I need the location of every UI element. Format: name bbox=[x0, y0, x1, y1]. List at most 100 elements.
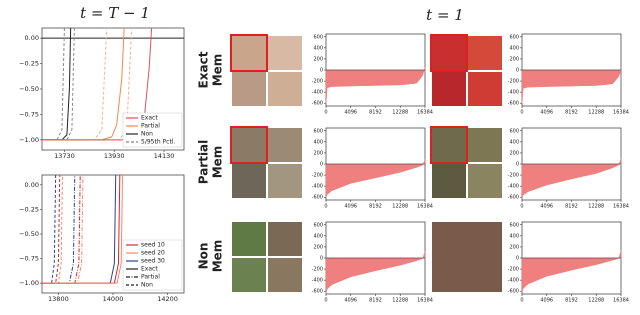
y-tick-label: -200 bbox=[508, 267, 519, 273]
image-tile bbox=[232, 222, 266, 256]
legend-box bbox=[122, 239, 183, 291]
x-tick-label: 12288 bbox=[392, 110, 408, 116]
image-tile bbox=[268, 72, 302, 106]
y-tick-label: 400 bbox=[313, 139, 323, 145]
y-tick-label: -400 bbox=[312, 184, 323, 190]
x-tick-label: 0 bbox=[520, 298, 523, 304]
image-tile bbox=[232, 258, 266, 292]
highlight-border bbox=[230, 126, 268, 164]
y-tick-label: 0 bbox=[320, 256, 323, 262]
y-tick-label: 600 bbox=[509, 128, 519, 134]
y-tick-label: −1.00 bbox=[19, 136, 39, 144]
highlight-border bbox=[430, 126, 468, 164]
x-tick-label: 13730 bbox=[54, 152, 75, 160]
y-tick-label: 200 bbox=[509, 56, 519, 62]
left-title: t = T − 1 bbox=[80, 4, 150, 22]
y-tick-label: -200 bbox=[312, 267, 323, 273]
y-tick-label: -200 bbox=[312, 79, 323, 85]
y-tick-label: -400 bbox=[508, 90, 519, 96]
y-tick-label: -200 bbox=[508, 79, 519, 85]
y-tick-label: -200 bbox=[312, 173, 323, 179]
area bbox=[325, 159, 426, 198]
y-tick-label: 0 bbox=[516, 256, 519, 262]
x-tick-label: 12288 bbox=[588, 204, 604, 210]
legend-label: seed 20 bbox=[141, 250, 165, 257]
y-tick-label: 0.00 bbox=[25, 34, 39, 42]
y-tick-label: −0.25 bbox=[19, 205, 39, 213]
image-tile bbox=[232, 128, 266, 162]
x-tick-label: 16384 bbox=[417, 298, 433, 304]
y-tick-label: −0.50 bbox=[19, 85, 39, 93]
y-tick-label: -200 bbox=[508, 173, 519, 179]
image-tile bbox=[268, 164, 302, 198]
y-tick-label: 0 bbox=[320, 162, 323, 168]
image-tile bbox=[432, 128, 466, 162]
x-tick-label: 4096 bbox=[540, 110, 553, 116]
x-tick-label: 12288 bbox=[588, 110, 604, 116]
area bbox=[521, 250, 622, 293]
row-label: Mem bbox=[211, 54, 225, 87]
y-tick-label: −0.75 bbox=[19, 110, 39, 118]
x-tick-label: 8192 bbox=[369, 298, 382, 304]
y-tick-label: 0.00 bbox=[25, 181, 39, 189]
x-tick-label: 4096 bbox=[540, 298, 553, 304]
x-tick-label: 0 bbox=[520, 204, 523, 210]
image-tile bbox=[468, 128, 502, 162]
row-label: Mem bbox=[211, 240, 225, 273]
x-tick-label: 8192 bbox=[565, 298, 578, 304]
x-tick-label: 16384 bbox=[613, 110, 629, 116]
y-tick-label: 200 bbox=[313, 150, 323, 156]
legend-label: seed 30 bbox=[141, 258, 165, 265]
x-tick-label: 8192 bbox=[369, 204, 382, 210]
y-tick-label: 600 bbox=[509, 34, 519, 40]
y-tick-label: 200 bbox=[509, 244, 519, 250]
highlight-border bbox=[430, 34, 468, 72]
y-tick-label: -600 bbox=[508, 289, 519, 295]
row-label: Partial bbox=[197, 140, 211, 185]
curve bbox=[42, 174, 124, 284]
x-tick-label: 4096 bbox=[344, 204, 357, 210]
chart: 0.00 −0.25 −0.50 −0.75 −1.00 13730 13930 14130 E… bbox=[19, 27, 185, 160]
x-tick-label: 16384 bbox=[613, 204, 629, 210]
x-tick-label: 4096 bbox=[344, 110, 357, 116]
y-tick-label: 400 bbox=[509, 139, 519, 145]
y-tick-label: 200 bbox=[313, 244, 323, 250]
curve bbox=[42, 174, 63, 284]
x-tick-label: 8192 bbox=[565, 204, 578, 210]
y-tick-label: -400 bbox=[508, 184, 519, 190]
image-tile bbox=[268, 258, 302, 292]
y-tick-label: 200 bbox=[313, 56, 323, 62]
x-tick-label: 14000 bbox=[103, 295, 124, 303]
x-tick-label: 14200 bbox=[157, 295, 178, 303]
image-tile bbox=[232, 164, 266, 198]
x-tick-label: 12288 bbox=[588, 298, 604, 304]
row-label: Mem bbox=[211, 146, 225, 179]
y-tick-label: 0 bbox=[320, 68, 323, 74]
legend-label: Non bbox=[141, 131, 153, 138]
area bbox=[521, 69, 622, 104]
x-tick-label: 14130 bbox=[154, 152, 175, 160]
y-tick-label: -400 bbox=[312, 278, 323, 284]
x-tick-label: 16384 bbox=[613, 298, 629, 304]
y-tick-label: −0.25 bbox=[19, 60, 39, 68]
image bbox=[432, 222, 502, 292]
image-tile bbox=[432, 72, 466, 106]
area bbox=[325, 67, 426, 105]
y-tick-label: -400 bbox=[508, 278, 519, 284]
y-tick-label: 0 bbox=[516, 162, 519, 168]
image-tile bbox=[468, 36, 502, 70]
legend-label: seed 10 bbox=[141, 242, 165, 249]
y-tick-label: 600 bbox=[313, 34, 323, 40]
image-tile bbox=[468, 164, 502, 198]
x-tick-label: 0 bbox=[520, 110, 523, 116]
x-tick-label: 0 bbox=[324, 110, 327, 116]
chart: 0.00 −0.25 −0.50 −0.75 −1.00 13800 14000 14200 s… bbox=[19, 174, 185, 303]
y-tick-label: 200 bbox=[509, 150, 519, 156]
y-tick-label: -600 bbox=[312, 101, 323, 107]
x-tick-label: 4096 bbox=[344, 298, 357, 304]
x-tick-label: 4096 bbox=[540, 204, 553, 210]
